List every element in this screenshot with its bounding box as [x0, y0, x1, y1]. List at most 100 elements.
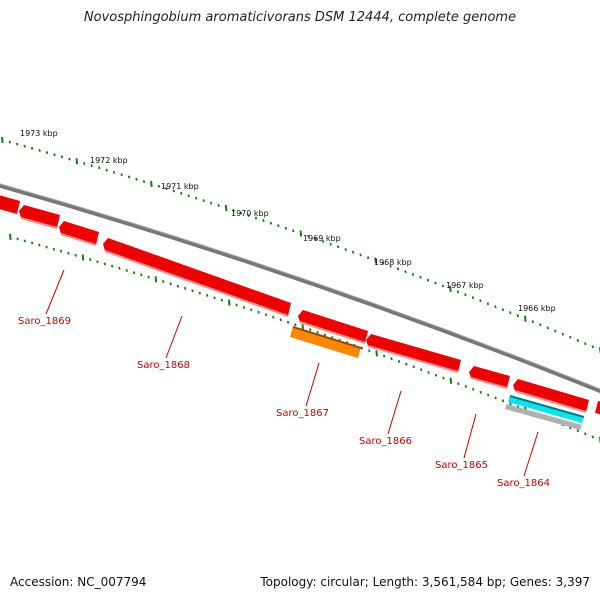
minor-tick [546, 326, 549, 330]
minor-tick [487, 393, 490, 397]
minor-tick [479, 390, 482, 394]
accession-text: Accession: NC_007794 [10, 575, 147, 589]
minor-tick [132, 271, 136, 275]
gene-label[interactable]: Saro_1864 [497, 478, 550, 489]
minor-tick [262, 219, 265, 223]
minor-tick [217, 203, 220, 207]
minor-tick [8, 140, 11, 144]
minor-tick [404, 270, 407, 274]
minor-tick [242, 305, 246, 309]
minor-tick [195, 196, 198, 200]
gene-label[interactable]: Saro_1868 [137, 360, 190, 371]
gene-labels: Saro_1869 Saro_1868 Saro_1867 Saro_1866 … [18, 316, 550, 489]
gene-arrow[interactable] [19, 205, 60, 228]
minor-tick [464, 384, 467, 388]
genome-summary-text: Topology: circular; Length: 3,561,584 bp… [260, 575, 590, 589]
minor-tick [279, 318, 282, 322]
minor-tick [250, 308, 253, 312]
minor-tick [103, 262, 106, 266]
outer-tick-track [1, 136, 600, 354]
minor-tick [198, 291, 202, 295]
minor-tick [264, 313, 268, 317]
minor-tick [501, 399, 505, 403]
gene-arrow[interactable] [469, 366, 510, 388]
gene-arrow[interactable] [366, 334, 461, 372]
minor-tick [191, 289, 194, 293]
minor-tick [125, 268, 128, 272]
gene-arrow[interactable] [0, 194, 20, 214]
minor-tick [67, 251, 70, 255]
minor-tick [576, 429, 579, 433]
major-tick [449, 377, 453, 384]
gene-label[interactable]: Saro_1865 [435, 460, 488, 471]
gene-arrow[interactable] [298, 310, 368, 343]
minor-tick [30, 241, 34, 245]
minor-tick [471, 296, 475, 300]
minor-tick [494, 396, 497, 400]
minor-tick [59, 249, 63, 253]
major-tick [75, 158, 79, 165]
minor-tick [539, 323, 542, 327]
minor-tick [381, 261, 385, 265]
minor-tick [16, 237, 19, 241]
minor-tick [294, 323, 297, 327]
gene-grey[interactable] [505, 404, 582, 430]
gene-orange[interactable] [290, 326, 361, 358]
major-tick [227, 299, 231, 306]
gene-arrow[interactable] [513, 379, 589, 412]
minor-tick [157, 184, 161, 188]
minor-tick [494, 305, 497, 309]
minor-tick [220, 298, 224, 302]
gene-arrow[interactable] [103, 238, 291, 316]
minor-tick [322, 239, 325, 243]
minor-tick [351, 250, 355, 254]
minor-tick [561, 332, 564, 336]
major-tick [374, 257, 377, 264]
minor-tick [239, 211, 243, 215]
minor-tick [323, 333, 327, 337]
minor-tick [412, 365, 415, 369]
tick-label: 1971 kbp [161, 182, 199, 191]
minor-tick [405, 362, 408, 366]
major-tick [81, 254, 85, 261]
minor-tick [366, 256, 370, 260]
minor-tick [591, 345, 594, 349]
inner-tick-track [9, 233, 600, 444]
gene-label[interactable]: Saro_1866 [359, 436, 412, 447]
minor-tick [396, 267, 400, 271]
minor-tick [309, 328, 312, 332]
gene-arrow[interactable] [59, 221, 99, 245]
minor-tick [172, 189, 175, 193]
minor-tick [360, 346, 364, 350]
minor-tick [382, 354, 386, 358]
minor-tick [127, 175, 131, 179]
tick-label: 1968 kbp [374, 258, 412, 267]
minor-tick [60, 155, 64, 159]
tick-label: 1966 kbp [518, 304, 556, 313]
tick-label: 1970 kbp [231, 209, 269, 218]
minor-tick [176, 284, 180, 288]
ruler-labels: 1973 kbp 1972 kbp 1971 kbp 1970 kbp 1969… [20, 129, 556, 313]
gene-arrow[interactable] [595, 401, 600, 416]
minor-tick [434, 281, 437, 285]
minor-tick [135, 177, 138, 181]
minor-tick [501, 308, 505, 312]
minor-tick [120, 173, 123, 177]
minor-tick [516, 314, 519, 318]
tick-label: 1967 kbp [446, 281, 484, 290]
minor-tick [257, 310, 260, 314]
minor-tick [98, 166, 101, 170]
gene-label[interactable]: Saro_1867 [276, 408, 329, 419]
gene-rna[interactable] [508, 395, 584, 423]
minor-tick [359, 253, 362, 257]
minor-tick [397, 359, 401, 363]
minor-tick [169, 282, 172, 286]
minor-tick [202, 199, 205, 203]
minor-tick [74, 253, 77, 257]
minor-tick [254, 216, 258, 220]
minor-tick [53, 153, 56, 157]
minor-tick [165, 187, 168, 191]
minor-tick [479, 299, 482, 303]
minor-tick [23, 239, 26, 243]
gene-label[interactable]: Saro_1869 [18, 316, 71, 327]
